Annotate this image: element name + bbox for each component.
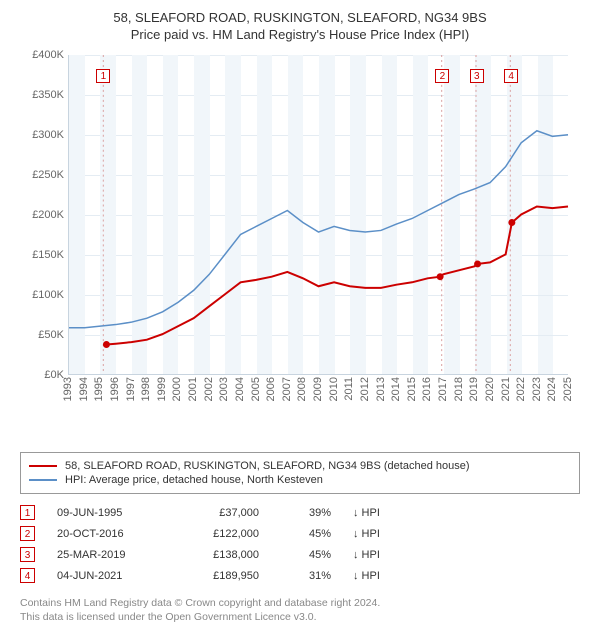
- legend-item: 58, SLEAFORD ROAD, RUSKINGTON, SLEAFORD,…: [29, 460, 571, 472]
- x-tick-label: 1993: [62, 377, 74, 401]
- x-tick-label: 2021: [500, 377, 512, 401]
- footer-line: Contains HM Land Registry data © Crown c…: [20, 596, 580, 610]
- row-hpi-direction: ↓ HPI: [353, 528, 413, 540]
- x-tick-label: 1997: [125, 377, 137, 401]
- x-tick-label: 2002: [203, 377, 215, 401]
- y-tick-label: £150K: [20, 249, 64, 261]
- x-tick-label: 2001: [187, 377, 199, 401]
- x-tick-label: 2009: [312, 377, 324, 401]
- x-tick-label: 2019: [468, 377, 480, 401]
- x-tick-label: 2020: [484, 377, 496, 401]
- legend-swatch: [29, 479, 57, 481]
- x-tick-label: 2015: [406, 377, 418, 401]
- y-tick-label: £250K: [20, 169, 64, 181]
- table-row: 1 09-JUN-1995 £37,000 39% ↓ HPI: [20, 502, 580, 523]
- x-tick-label: 1994: [78, 377, 90, 401]
- y-tick-label: £0K: [20, 369, 64, 381]
- x-tick-label: 2003: [218, 377, 230, 401]
- legend-label: HPI: Average price, detached house, Nort…: [65, 474, 323, 486]
- x-tick-label: 1998: [140, 377, 152, 401]
- x-tick-label: 2016: [421, 377, 433, 401]
- x-tick-label: 2007: [281, 377, 293, 401]
- chart-lines: [69, 55, 568, 374]
- row-marker: 2: [20, 526, 35, 541]
- row-price: £122,000: [179, 528, 259, 540]
- table-row: 3 25-MAR-2019 £138,000 45% ↓ HPI: [20, 544, 580, 565]
- chart-annotation-marker: 2: [435, 69, 449, 83]
- x-tick-label: 2012: [359, 377, 371, 401]
- row-marker: 4: [20, 568, 35, 583]
- plot-area: 1 2 3 4: [68, 55, 568, 375]
- x-tick-label: 2008: [296, 377, 308, 401]
- row-pct: 39%: [281, 507, 331, 519]
- x-tick-label: 2018: [453, 377, 465, 401]
- row-marker: 3: [20, 547, 35, 562]
- x-tick-label: 2000: [171, 377, 183, 401]
- row-hpi-direction: ↓ HPI: [353, 507, 413, 519]
- x-tick-label: 1999: [156, 377, 168, 401]
- y-tick-label: £200K: [20, 209, 64, 221]
- row-date: 04-JUN-2021: [57, 570, 157, 582]
- row-pct: 31%: [281, 570, 331, 582]
- chart-annotation-marker: 1: [96, 69, 110, 83]
- row-price: £37,000: [179, 507, 259, 519]
- title-subtitle: Price paid vs. HM Land Registry's House …: [10, 27, 590, 42]
- legend-label: 58, SLEAFORD ROAD, RUSKINGTON, SLEAFORD,…: [65, 460, 470, 472]
- x-tick-label: 2014: [390, 377, 402, 401]
- y-tick-label: £300K: [20, 129, 64, 141]
- y-tick-label: £50K: [20, 329, 64, 341]
- row-date: 25-MAR-2019: [57, 549, 157, 561]
- x-tick-label: 2004: [234, 377, 246, 401]
- chart-annotation-marker: 3: [470, 69, 484, 83]
- x-tick-label: 1996: [109, 377, 121, 401]
- x-tick-label: 2005: [250, 377, 262, 401]
- x-tick-label: 2013: [375, 377, 387, 401]
- row-date: 20-OCT-2016: [57, 528, 157, 540]
- title-address: 58, SLEAFORD ROAD, RUSKINGTON, SLEAFORD,…: [10, 10, 590, 25]
- row-hpi-direction: ↓ HPI: [353, 570, 413, 582]
- chart-annotation-marker: 4: [504, 69, 518, 83]
- x-tick-label: 1995: [93, 377, 105, 401]
- row-marker: 1: [20, 505, 35, 520]
- table-row: 4 04-JUN-2021 £189,950 31% ↓ HPI: [20, 565, 580, 586]
- footer-line: This data is licensed under the Open Gov…: [20, 610, 580, 624]
- x-tick-label: 2010: [328, 377, 340, 401]
- y-tick-label: £350K: [20, 89, 64, 101]
- row-pct: 45%: [281, 528, 331, 540]
- table-row: 2 20-OCT-2016 £122,000 45% ↓ HPI: [20, 523, 580, 544]
- x-tick-label: 2011: [343, 377, 355, 401]
- x-tick-label: 2025: [562, 377, 574, 401]
- legend-item: HPI: Average price, detached house, Nort…: [29, 474, 571, 486]
- legend: 58, SLEAFORD ROAD, RUSKINGTON, SLEAFORD,…: [20, 452, 580, 494]
- row-pct: 45%: [281, 549, 331, 561]
- x-tick-label: 2006: [265, 377, 277, 401]
- y-tick-label: £400K: [20, 49, 64, 61]
- x-axis-labels: 1993199419951996199719981999200020012002…: [68, 375, 568, 415]
- chart-container: £0K £50K £100K £150K £200K £250K £300K £350K £40…: [20, 50, 580, 410]
- row-price: £189,950: [179, 570, 259, 582]
- chart-titles: 58, SLEAFORD ROAD, RUSKINGTON, SLEAFORD,…: [10, 10, 590, 42]
- x-tick-label: 2022: [515, 377, 527, 401]
- row-hpi-direction: ↓ HPI: [353, 549, 413, 561]
- row-date: 09-JUN-1995: [57, 507, 157, 519]
- x-tick-label: 2017: [437, 377, 449, 401]
- legend-swatch: [29, 465, 57, 467]
- y-tick-label: £100K: [20, 289, 64, 301]
- row-price: £138,000: [179, 549, 259, 561]
- footer-attribution: Contains HM Land Registry data © Crown c…: [20, 596, 580, 624]
- x-tick-label: 2023: [531, 377, 543, 401]
- transaction-table: 1 09-JUN-1995 £37,000 39% ↓ HPI 2 20-OCT-2016 £…: [20, 502, 580, 586]
- x-tick-label: 2024: [546, 377, 558, 401]
